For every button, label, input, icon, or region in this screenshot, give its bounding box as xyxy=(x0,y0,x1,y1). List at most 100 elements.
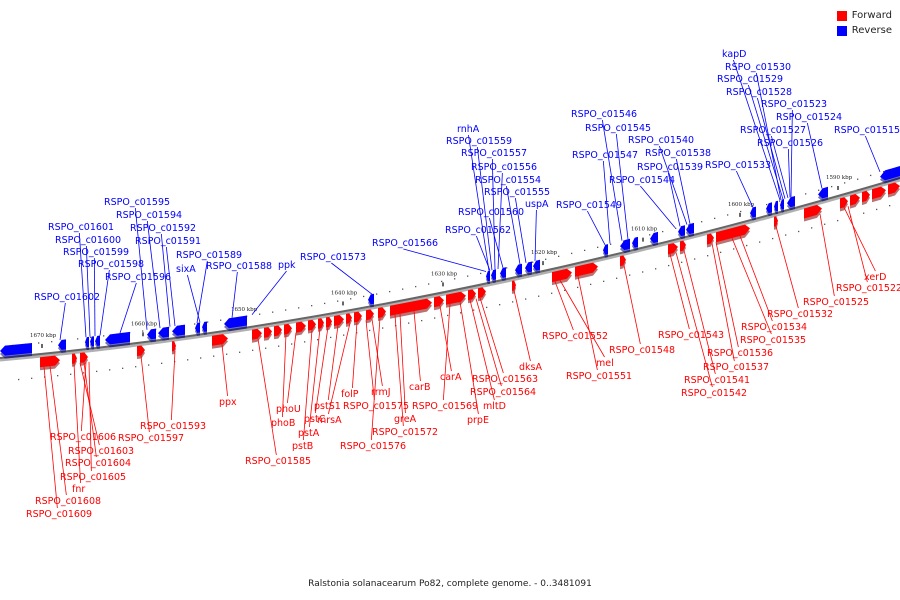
reverse-gene xyxy=(880,166,900,181)
minor-dot xyxy=(278,345,280,347)
reverse-gene-label: RSPO_c01589 xyxy=(176,250,242,261)
leader-line xyxy=(257,338,277,456)
minor-dot xyxy=(714,217,716,220)
leader-line xyxy=(315,327,329,414)
leader-line xyxy=(365,320,375,401)
reverse-gene xyxy=(486,270,490,282)
forward-gene xyxy=(668,243,678,255)
leader-line xyxy=(505,185,521,265)
forward-gene xyxy=(284,323,292,335)
forward-gene-label: RSPO_c01537 xyxy=(703,362,769,373)
leader-line xyxy=(231,271,238,318)
leader-line xyxy=(739,235,773,322)
leader-line xyxy=(85,245,91,337)
forward-gene-label: mel xyxy=(596,358,614,369)
forward-gene-label: fnr xyxy=(72,484,85,495)
leader-line xyxy=(640,185,676,228)
forward-gene-label: ppx xyxy=(219,397,237,408)
leader-line xyxy=(140,355,150,433)
minor-dot xyxy=(603,280,605,282)
leader-line xyxy=(399,313,406,414)
reverse-gene-label: RSPO_c01595 xyxy=(104,197,170,208)
reverse-gene-label: RSPO_c01556 xyxy=(471,162,537,173)
reverse-gene-label: RSPO_c01591 xyxy=(135,236,201,247)
forward-gene-label: RSPO_c01572 xyxy=(372,427,438,438)
reverse-gene-label: RSPO_c01592 xyxy=(130,223,196,234)
reverse-gene-label: RSPO_c01555 xyxy=(484,187,550,198)
leader-line xyxy=(675,252,713,388)
minor-dot xyxy=(324,302,326,305)
minor-dot xyxy=(844,182,846,184)
reverse-gene-label: RSPO_c01560 xyxy=(458,207,524,218)
minor-dot xyxy=(805,193,807,195)
forward-gene-label: RSPO_c01535 xyxy=(740,335,806,346)
leader-line xyxy=(475,235,491,271)
reverse-gene xyxy=(766,202,772,214)
forward-gene xyxy=(308,319,316,331)
forward-gene-label: RSPO_c01606 xyxy=(50,432,116,443)
forward-gene-label: dksA xyxy=(519,362,542,373)
reverse-gene xyxy=(172,324,185,336)
reverse-gene xyxy=(632,236,638,248)
minor-dot xyxy=(304,341,306,343)
reverse-gene-label: RSPO_c01526 xyxy=(757,138,823,149)
minor-dot xyxy=(428,283,430,285)
minor-dot xyxy=(798,230,800,233)
minor-dot xyxy=(330,336,332,339)
reverse-gene-label: RSPO_c01528 xyxy=(726,87,792,98)
leader-line xyxy=(282,334,287,418)
forward-gene-label: carB xyxy=(409,382,430,393)
minor-dot xyxy=(499,304,501,306)
reverse-gene-label: RSPO_c01533 xyxy=(705,160,771,171)
minor-dot xyxy=(831,185,833,188)
forward-gene xyxy=(478,287,486,299)
reverse-gene-label: RSPO_c01573 xyxy=(300,252,366,263)
forward-gene xyxy=(707,233,714,245)
minor-dot xyxy=(363,295,365,298)
minor-dot xyxy=(376,293,378,295)
leader-line xyxy=(770,135,789,199)
minor-dot xyxy=(473,309,475,311)
forward-gene xyxy=(212,334,228,346)
forward-gene-label: RSPO_c01542 xyxy=(681,388,747,399)
forward-gene-label: RSPO_c01576 xyxy=(340,441,406,452)
minor-dot xyxy=(759,241,761,243)
forward-gene xyxy=(252,328,262,340)
minor-dot xyxy=(720,251,722,254)
forward-gene-label: RSPO_c01534 xyxy=(741,322,807,333)
minor-dot xyxy=(194,323,196,325)
forward-gene-label: RSPO_c01525 xyxy=(803,297,869,308)
forward-gene-label: RSPO_c01569 xyxy=(412,401,478,412)
leader-line xyxy=(187,274,201,323)
reverse-gene-label: RSPO_c01557 xyxy=(461,148,527,159)
reverse-gene xyxy=(780,199,784,210)
leader-line xyxy=(747,84,784,200)
reverse-gene xyxy=(533,259,540,271)
minor-dot xyxy=(876,208,878,211)
minor-dot xyxy=(675,227,677,229)
minor-dot xyxy=(525,298,527,300)
legend-reverse: Reverse xyxy=(836,23,892,38)
minor-dot xyxy=(337,300,339,302)
forward-gene xyxy=(80,352,88,363)
minor-dot xyxy=(389,290,391,293)
forward-gene-label: RSPO_c01536 xyxy=(707,348,773,359)
minor-dot xyxy=(506,267,508,269)
minor-dot xyxy=(642,271,644,273)
minor-dot xyxy=(51,341,53,343)
leader-line xyxy=(469,299,495,401)
forward-gene xyxy=(318,318,324,329)
minor-dot xyxy=(649,234,651,236)
leader-line xyxy=(303,329,313,441)
leader-line xyxy=(669,253,690,330)
forward-gene-label: RSPO_c01543 xyxy=(658,330,724,341)
forward-gene-label: pstC xyxy=(304,414,326,425)
leader-line xyxy=(715,242,739,348)
reverse-gene-label: RSPO_c01530 xyxy=(725,62,791,73)
reverse-gene xyxy=(224,315,247,329)
minor-dot xyxy=(870,174,872,177)
scale-label: 1620 kbp xyxy=(531,250,558,256)
minor-dot xyxy=(18,378,20,381)
leader-line xyxy=(488,217,504,268)
forward-gene-label: RSPO_c01603 xyxy=(68,446,134,457)
